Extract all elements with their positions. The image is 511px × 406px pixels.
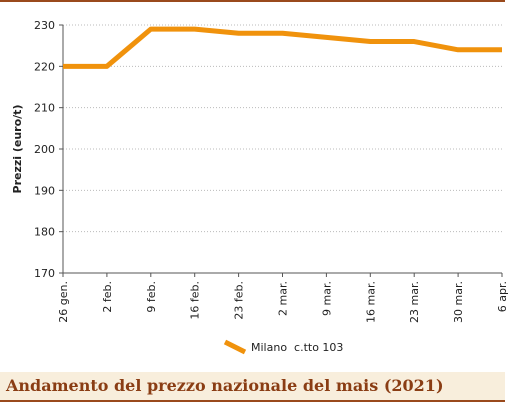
x-tick-label: 2 feb. (101, 281, 114, 313)
x-tick-label: 26 gen. (57, 281, 70, 323)
legend-label: Milano c.tto 103 (251, 341, 343, 354)
chart-title: Andamento del prezzo nazionale del mais … (6, 376, 444, 395)
x-tick-label: 16 mar. (364, 281, 377, 323)
line-series (63, 26, 502, 69)
y-tick-label: 190 (34, 184, 55, 197)
y-tick-label: 200 (34, 143, 55, 156)
x-tick-label: 23 mar. (408, 281, 421, 323)
y-axis-label: Prezzi (euro/t) (11, 105, 24, 194)
x-tick-label: 16 feb. (189, 281, 202, 320)
chart: Prezzi (euro/t) 170 180 190 200 210 220 230 26 … (11, 19, 509, 355)
x-tick-label: 6 apr. (496, 281, 509, 312)
y-tick-label: 220 (34, 60, 55, 73)
y-tick-label: 230 (34, 19, 55, 32)
y-tick-label: 170 (34, 267, 55, 280)
x-tick-label: 23 feb. (233, 281, 246, 320)
y-tick-label: 180 (34, 226, 55, 239)
x-tick-label: 9 feb. (145, 281, 158, 313)
x-tick-label: 2 mar. (277, 281, 290, 316)
x-tick-label: 30 mar. (452, 281, 465, 323)
x-tick-label: 9 mar. (320, 281, 333, 316)
y-tick-label: 210 (34, 102, 55, 115)
legend-swatch (223, 339, 247, 355)
title-band: Andamento del prezzo nazionale del mais … (0, 372, 505, 402)
top-rule (0, 0, 505, 2)
